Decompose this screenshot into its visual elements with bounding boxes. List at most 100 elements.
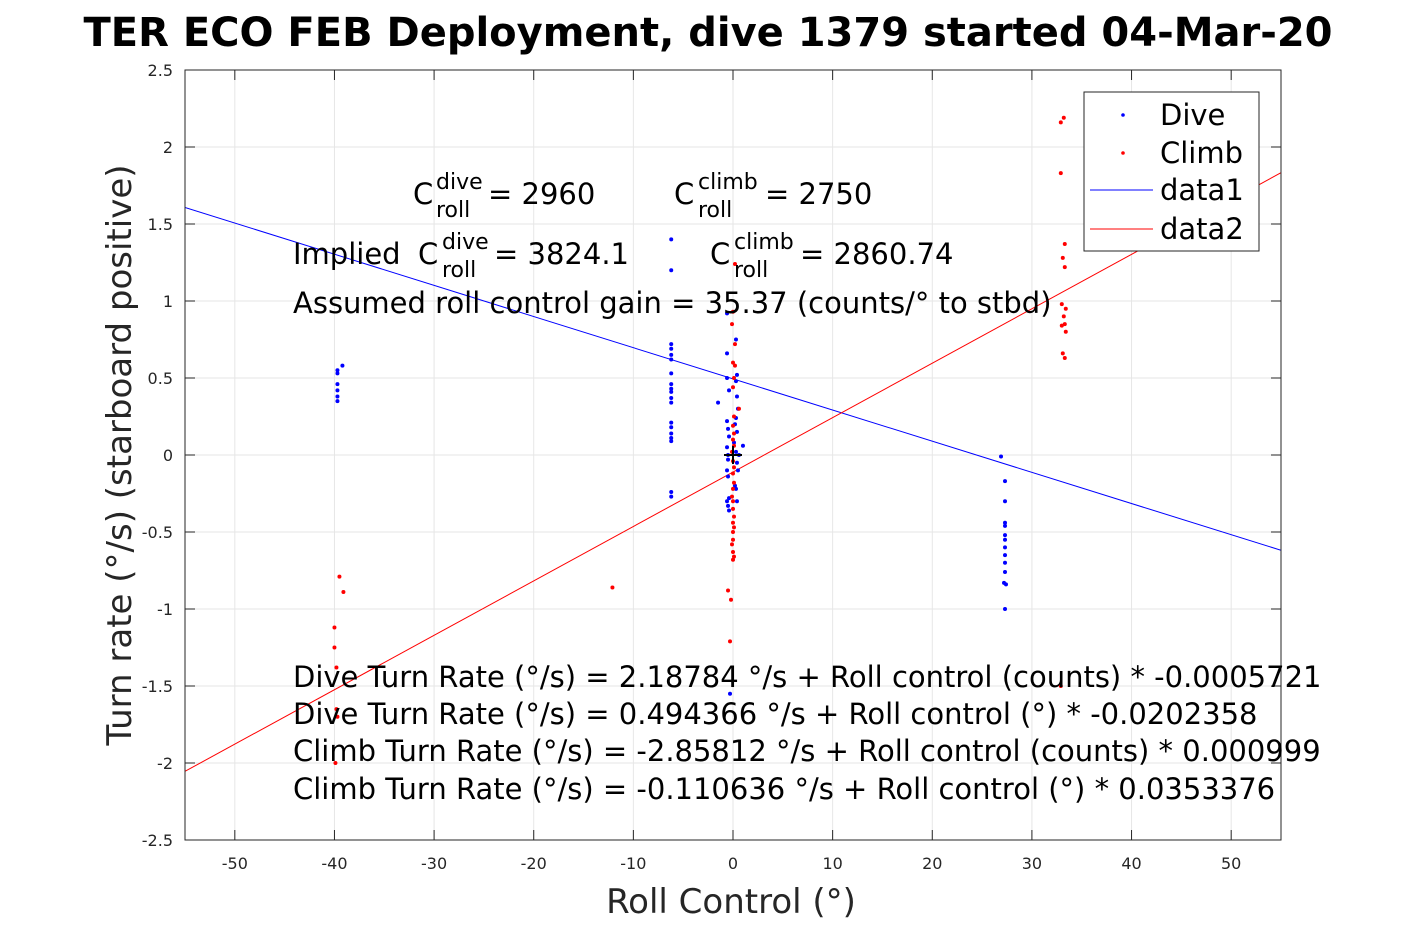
point-dive: [669, 352, 674, 357]
point-climb: [731, 360, 735, 365]
point-climb: [1061, 115, 1066, 120]
implied-prefix: Implied: [293, 237, 410, 271]
implied-sup-dive: dive: [442, 230, 489, 255]
point-dive: [669, 389, 674, 394]
point-dive: [335, 368, 340, 373]
point-dive: [734, 460, 739, 465]
point-dive: [335, 394, 340, 399]
point-dive: [669, 357, 674, 362]
fit-eq-climb-deg: Climb Turn Rate (°/s) = -0.110636 °/s + …: [293, 772, 1275, 806]
point-dive: [716, 400, 721, 405]
point-climb: [726, 588, 731, 593]
point-dive: [1003, 479, 1008, 484]
point-dive: [733, 379, 738, 384]
fit-eq-climb-counts: Climb Turn Rate (°/s) = -2.85812 °/s + R…: [293, 734, 1321, 768]
implied-c-letter-climb: C: [710, 237, 730, 271]
implied-annotation: Implied C dive roll = 3824.1 C climb rol…: [293, 230, 953, 283]
c-roll-dive-value: = 2960: [488, 177, 595, 211]
implied-dive-value: = 3824.1: [494, 237, 629, 271]
point-dive: [726, 457, 731, 462]
point-climb: [732, 363, 737, 368]
point-dive: [669, 346, 674, 351]
origin-marker: [724, 446, 742, 464]
x-axis-label: Roll Control (°): [606, 882, 856, 922]
point-dive: [728, 691, 733, 696]
x-tick-label: -40: [321, 854, 347, 873]
point-climb: [731, 471, 735, 476]
point-climb: [332, 645, 337, 650]
x-tick-label: -10: [620, 854, 646, 873]
point-dive: [1003, 607, 1008, 611]
c-letter: C: [413, 177, 433, 211]
point-dive: [669, 382, 674, 387]
svg-text:C: C: [413, 177, 433, 211]
point-climb: [731, 520, 735, 525]
data-points: [332, 115, 1068, 765]
c-roll-climb-value: = 2750: [765, 177, 872, 211]
point-climb: [1063, 306, 1068, 311]
point-dive: [734, 499, 739, 504]
point-dive: [1003, 560, 1008, 565]
point-dive: [669, 396, 674, 401]
point-dive: [727, 496, 732, 501]
point-climb: [731, 537, 735, 542]
point-dive: [734, 372, 739, 377]
ticks: -50 -40 -30 -20 -10 0 10 20 30 40 50-2.5-2-1.5-1-0…: [142, 61, 1281, 873]
sup-dive: dive: [436, 170, 483, 195]
point-climb: [1062, 355, 1067, 360]
c-roll-dive-annotation: C dive roll = 2960: [413, 170, 595, 223]
point-dive: [734, 429, 739, 434]
point-dive: [669, 268, 674, 273]
point-climb: [731, 499, 735, 504]
y-tick-label: -1.5: [142, 677, 173, 696]
point-dive: [726, 503, 731, 508]
point-dive: [1003, 545, 1008, 550]
point-dive: [669, 425, 674, 430]
point-climb: [731, 554, 736, 559]
x-tick-label: 20: [922, 854, 942, 873]
y-tick-label: -2: [157, 754, 173, 773]
point-climb: [332, 625, 337, 630]
point-dive: [1003, 570, 1008, 575]
y-tick-label: 2.5: [148, 61, 173, 80]
point-dive: [1003, 499, 1008, 504]
y-tick-label: -0.5: [142, 523, 173, 542]
y-tick-label: 2: [163, 138, 173, 157]
point-climb: [731, 486, 735, 491]
point-climb: [731, 431, 736, 436]
x-tick-label: 0: [728, 854, 738, 873]
point-climb: [728, 639, 733, 644]
point-dive: [727, 508, 732, 513]
point-dive: [335, 388, 340, 393]
point-dive: [727, 388, 732, 393]
y-axis-label: Turn rate (°/s) (starboard positive): [100, 164, 140, 746]
point-climb: [337, 574, 342, 579]
c-letter-climb: C: [674, 177, 694, 211]
legend-label-dive: Dive: [1160, 98, 1225, 132]
point-dive: [669, 420, 674, 425]
point-dive: [734, 394, 739, 399]
point-dive: [1004, 582, 1009, 587]
point-climb: [731, 550, 735, 555]
point-climb: [731, 525, 736, 530]
point-climb: [1058, 684, 1063, 688]
point-climb: [1062, 322, 1067, 327]
point-climb: [731, 414, 736, 419]
point-dive: [669, 386, 674, 391]
point-climb: [1058, 171, 1063, 176]
point-dive: [733, 337, 738, 342]
point-dive: [669, 436, 674, 441]
point-dive: [669, 489, 674, 494]
implied-climb-value: = 2860.74: [800, 237, 953, 271]
legend-marker-climb: [1121, 151, 1125, 155]
point-climb: [335, 714, 340, 719]
point-climb: [1061, 314, 1066, 319]
point-dive: [725, 468, 730, 473]
y-tick-label: -1: [157, 600, 173, 619]
x-tick-label: 10: [822, 854, 842, 873]
point-climb: [1060, 255, 1065, 260]
sup-climb: climb: [698, 170, 758, 195]
chart-title: TER ECO FEB Deployment, dive 1379 starte…: [83, 10, 1332, 56]
point-climb: [731, 557, 735, 562]
